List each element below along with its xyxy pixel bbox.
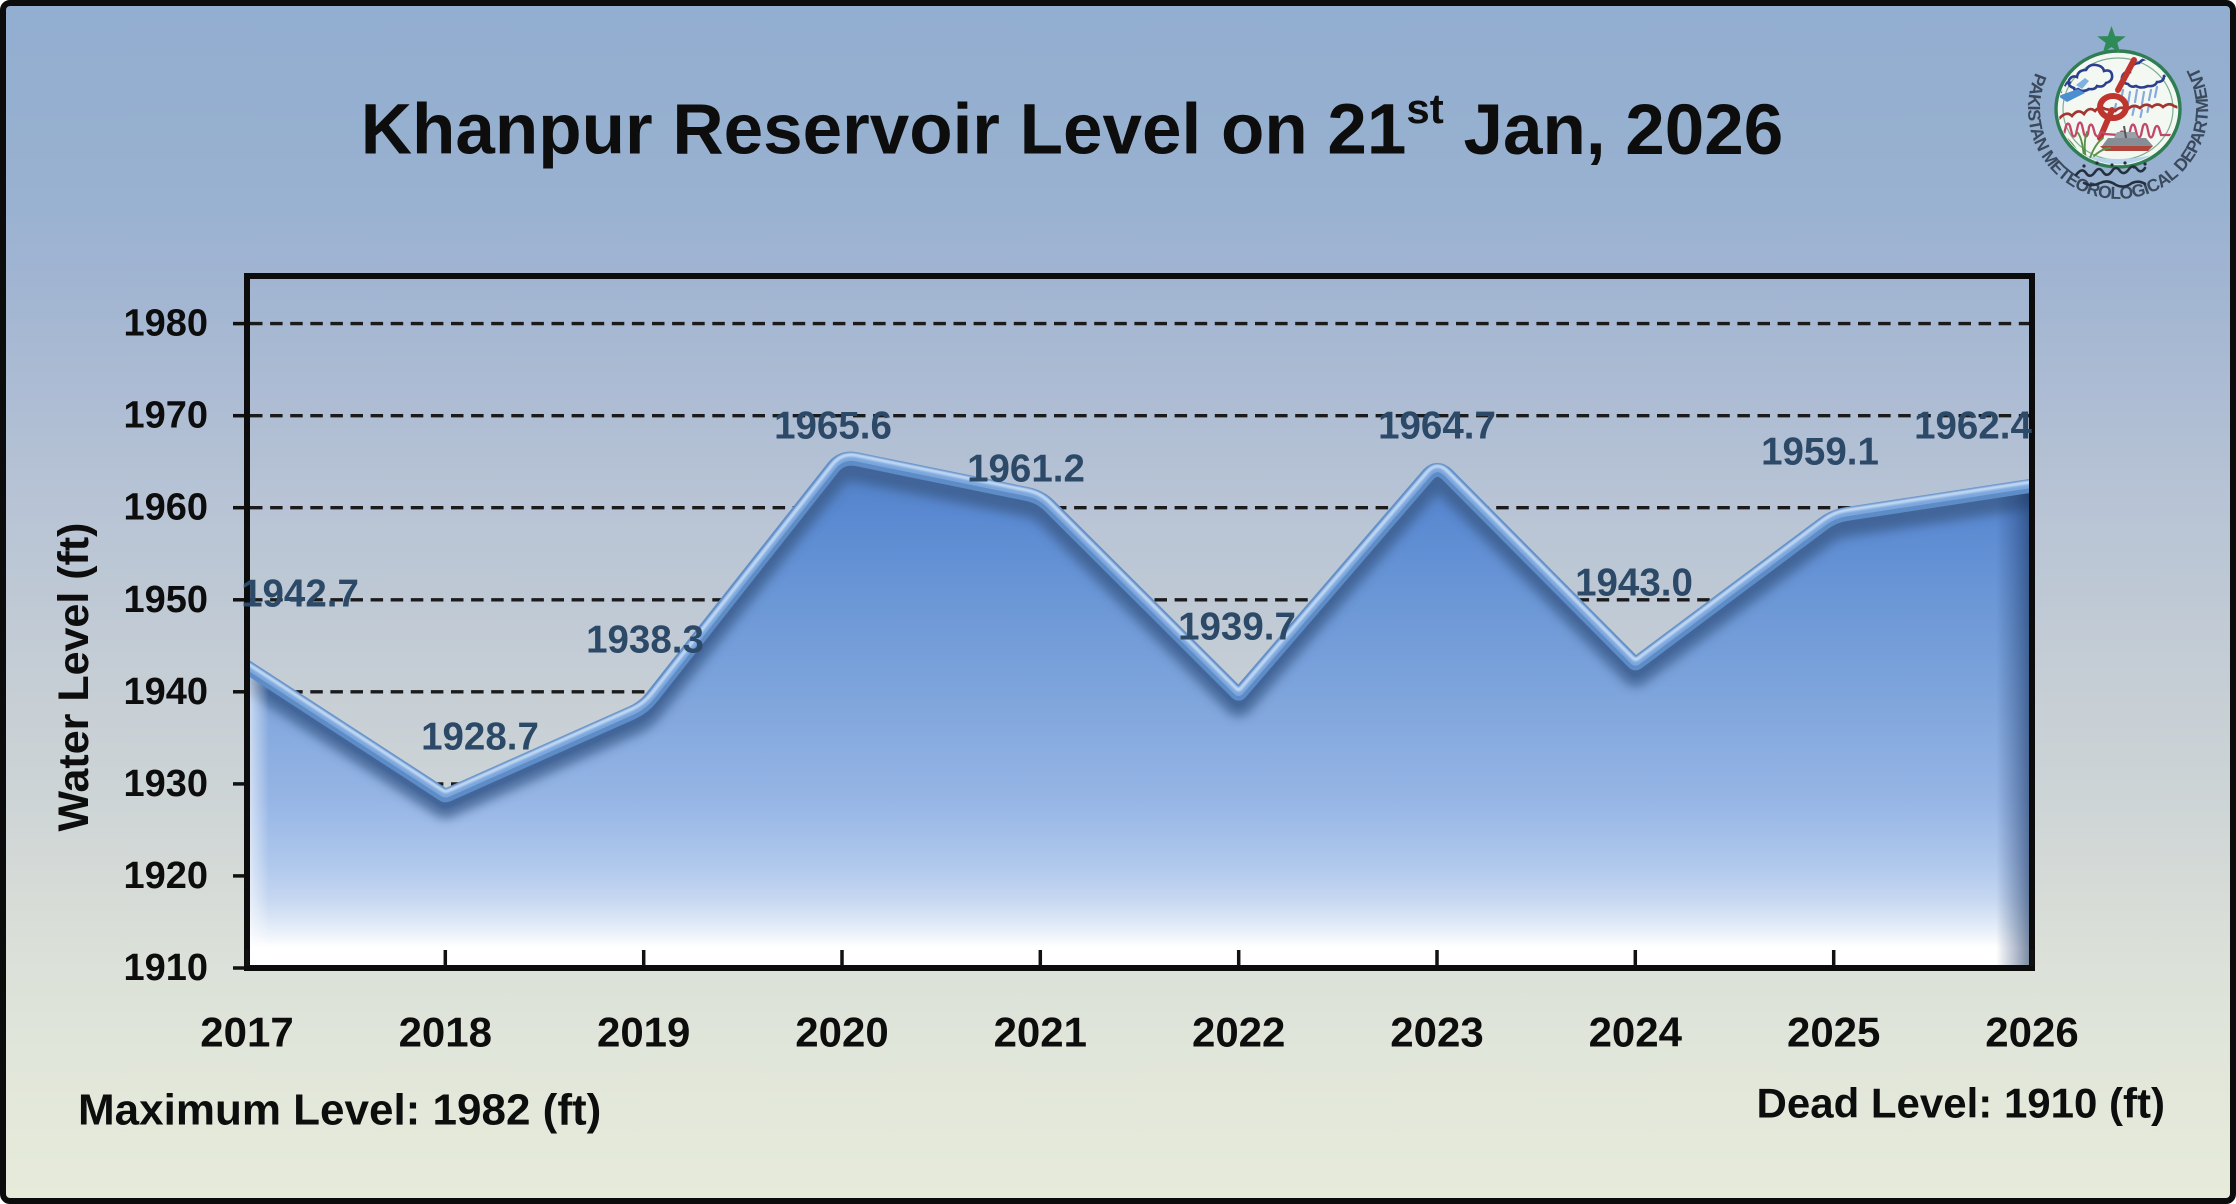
svg-text:1942.7: 1942.7 — [241, 573, 359, 616]
svg-text:1939.7: 1939.7 — [1178, 606, 1296, 649]
svg-text:2025: 2025 — [1787, 1009, 1880, 1056]
svg-text:2021: 2021 — [994, 1009, 1087, 1056]
svg-text:1964.7: 1964.7 — [1378, 405, 1496, 448]
svg-text:2023: 2023 — [1390, 1009, 1483, 1056]
svg-text:1962.4: 1962.4 — [1914, 405, 2032, 448]
svg-text:1950: 1950 — [123, 579, 208, 621]
svg-text:1980: 1980 — [123, 303, 208, 345]
svg-text:1970: 1970 — [123, 395, 208, 437]
svg-text:1928.7: 1928.7 — [421, 716, 539, 759]
svg-text:2019: 2019 — [597, 1009, 690, 1056]
svg-text:Dead Level: 1910 (ft): Dead Level: 1910 (ft) — [1757, 1080, 2165, 1127]
svg-text:1940: 1940 — [123, 671, 208, 713]
svg-text:Water Level (ft): Water Level (ft) — [50, 523, 98, 832]
svg-text:1930: 1930 — [123, 763, 208, 805]
svg-text:Khanpur Reservoir Level on 21s: Khanpur Reservoir Level on 21st Jan, 202… — [361, 85, 1783, 170]
svg-text:1938.3: 1938.3 — [586, 619, 704, 662]
svg-text:2020: 2020 — [795, 1009, 888, 1056]
svg-text:2022: 2022 — [1192, 1009, 1285, 1056]
svg-text:1959.1: 1959.1 — [1761, 431, 1879, 474]
svg-text:Maximum Level: 1982 (ft): Maximum Level: 1982 (ft) — [78, 1086, 601, 1135]
svg-text:2024: 2024 — [1589, 1009, 1683, 1056]
svg-text:1910: 1910 — [123, 947, 208, 989]
svg-text:2026: 2026 — [1985, 1009, 2078, 1056]
svg-text:1920: 1920 — [123, 855, 208, 897]
svg-text:2018: 2018 — [399, 1009, 492, 1056]
svg-text:2017: 2017 — [200, 1009, 293, 1056]
svg-text:1961.2: 1961.2 — [967, 448, 1085, 491]
svg-text:1960: 1960 — [123, 487, 208, 529]
svg-text:1965.6: 1965.6 — [774, 405, 892, 448]
svg-text:1943.0: 1943.0 — [1575, 562, 1693, 605]
